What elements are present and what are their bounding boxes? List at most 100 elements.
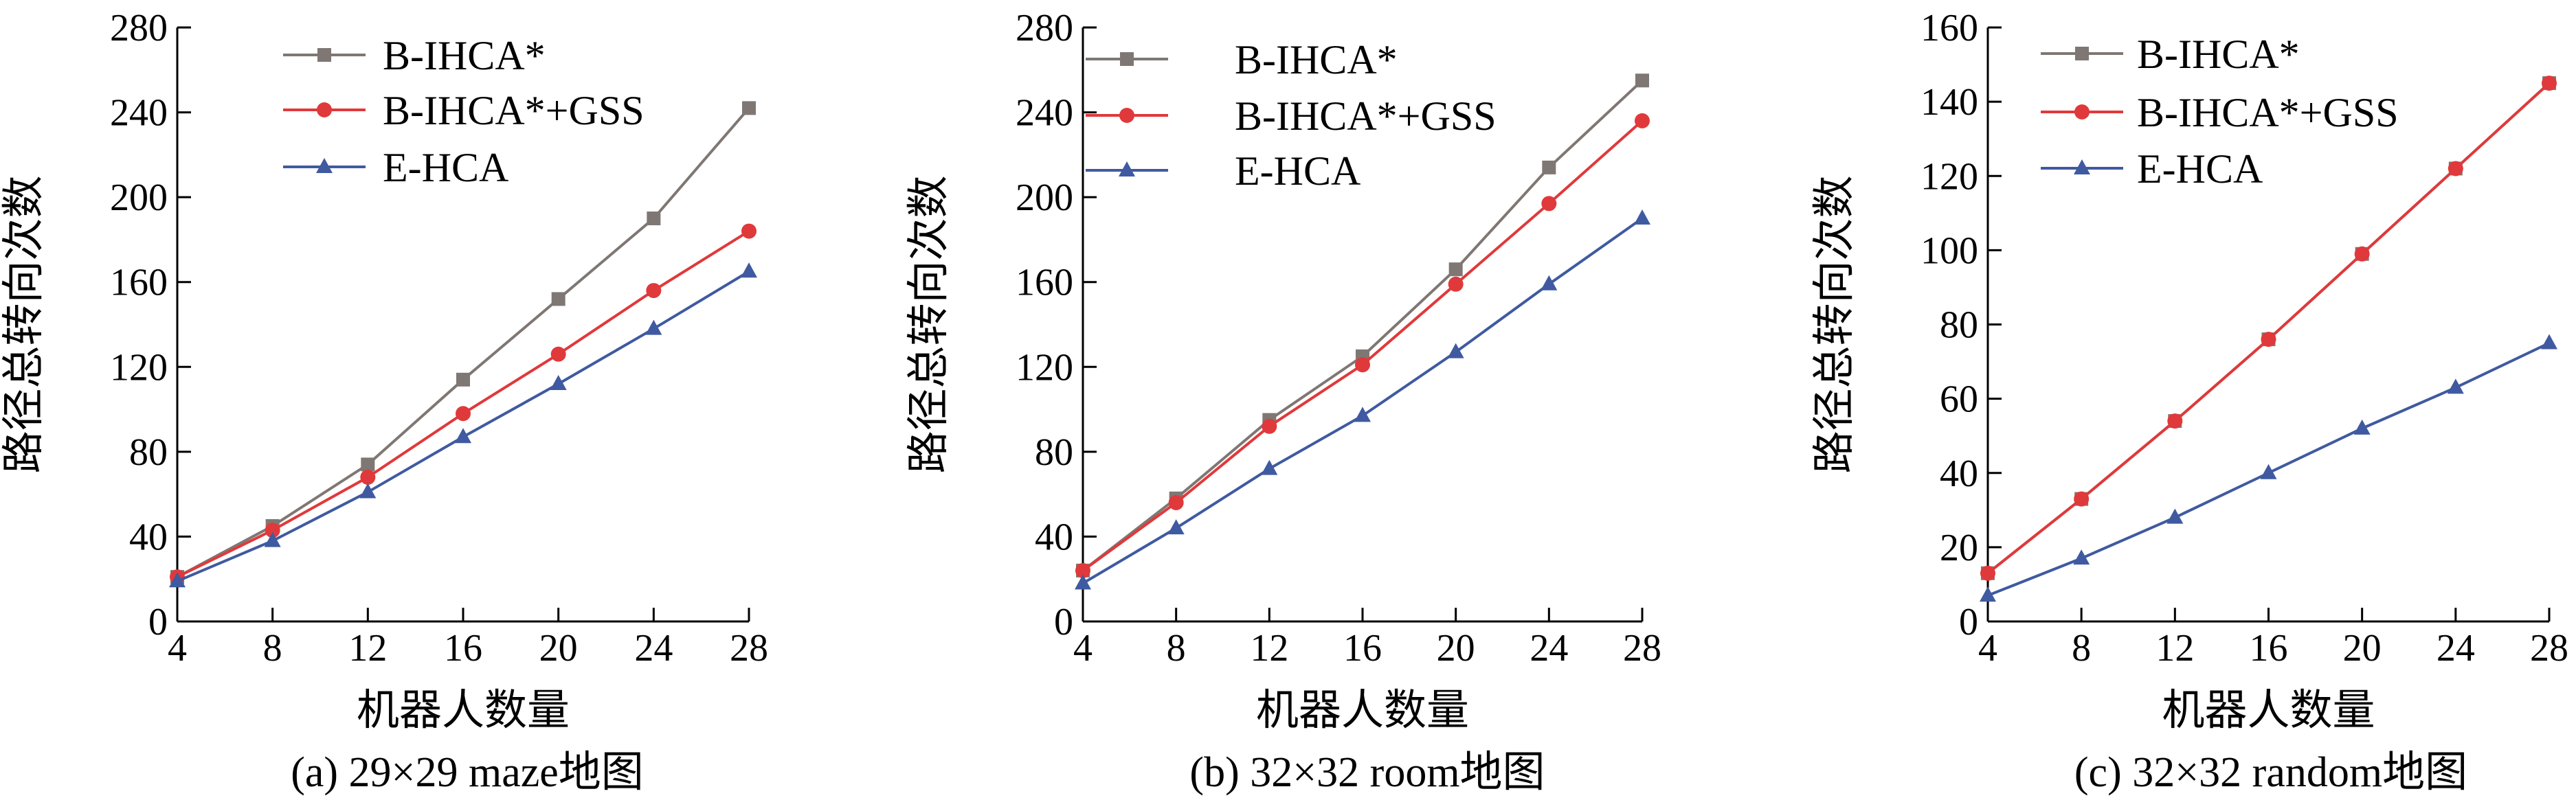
x-tick-label: 16	[444, 627, 482, 670]
data-point-marker	[361, 457, 375, 472]
x-tick-label: 8	[2072, 627, 2091, 670]
data-point-marker	[1168, 495, 1184, 510]
y-tick-label: 40	[1035, 516, 1073, 558]
data-point-marker	[2542, 76, 2557, 91]
legend-label: E-HCA	[383, 145, 508, 190]
legend-marker	[1119, 161, 1135, 176]
data-point-marker	[1167, 519, 1185, 535]
y-tick-label: 0	[148, 601, 168, 643]
y-tick-label: 0	[1959, 601, 1978, 643]
data-point-marker	[264, 532, 281, 547]
x-tick-label: 4	[1073, 627, 1093, 670]
legend-label: E-HCA	[1235, 148, 1360, 194]
data-point-marker	[2074, 491, 2090, 507]
y-tick-label: 200	[110, 176, 168, 219]
y-axis-title: 路径总转向次数	[1811, 175, 1858, 473]
data-point-marker	[741, 223, 757, 239]
data-point-marker	[550, 375, 567, 390]
y-tick-label: 40	[129, 516, 168, 558]
data-point-marker	[550, 346, 566, 362]
x-tick-label: 28	[2530, 627, 2568, 670]
chart-caption: (b) 32×32 room地图	[1189, 749, 1545, 796]
data-point-marker	[1635, 73, 1649, 88]
x-axis-title: 机器人数量	[1256, 687, 1469, 734]
data-point-marker	[646, 283, 662, 299]
legend-marker	[1120, 52, 1134, 66]
y-tick-label: 160	[110, 262, 168, 304]
data-point-marker	[741, 262, 757, 278]
data-point-marker	[551, 292, 565, 306]
y-tick-label: 120	[1920, 155, 1978, 198]
y-tick-label: 200	[1016, 176, 1073, 219]
data-point-marker	[1354, 407, 1371, 422]
legend-marker	[316, 158, 333, 173]
data-point-marker	[645, 319, 662, 335]
x-tick-label: 28	[1623, 627, 1661, 670]
y-tick-label: 100	[1920, 229, 1978, 272]
x-tick-label: 20	[2343, 627, 2382, 670]
y-tick-label: 280	[1016, 7, 1073, 49]
data-point-marker	[1075, 574, 1091, 590]
legend-marker	[1119, 108, 1134, 123]
data-point-marker	[1447, 343, 1464, 358]
data-point-marker	[455, 428, 471, 444]
data-point-marker	[1262, 418, 1277, 434]
chart-caption: (a) 29×29 maze地图	[291, 749, 644, 796]
data-point-marker	[1634, 209, 1650, 225]
x-tick-label: 16	[1343, 627, 1382, 670]
y-tick-label: 140	[1920, 81, 1978, 124]
y-tick-label: 240	[1016, 92, 1073, 135]
chart-caption: (c) 32×32 random地图	[2074, 749, 2467, 796]
legend-marker	[317, 102, 332, 117]
y-tick-label: 240	[110, 92, 168, 135]
x-tick-label: 12	[1250, 627, 1288, 670]
y-tick-label: 20	[1940, 527, 1978, 569]
x-tick-label: 24	[1530, 627, 1568, 670]
y-axis-title: 路径总转向次数	[1, 175, 47, 473]
series-line	[1986, 82, 2551, 575]
y-tick-label: 80	[1940, 304, 1978, 347]
data-point-marker	[1075, 562, 1090, 578]
data-point-marker	[1635, 113, 1650, 128]
x-tick-label: 8	[263, 627, 282, 670]
data-point-marker	[359, 483, 377, 499]
series-line	[177, 229, 750, 578]
legend-marker	[2075, 47, 2089, 60]
data-point-marker	[2353, 419, 2371, 435]
data-point-marker	[2448, 161, 2463, 176]
data-point-marker	[1448, 276, 1464, 292]
legend-label: B-IHCA*+GSS	[1235, 93, 1497, 139]
data-point-marker	[1541, 196, 1557, 212]
legend-marker	[2074, 159, 2090, 174]
legend-marker	[317, 48, 331, 62]
data-point-marker	[1448, 262, 1463, 277]
y-tick-label: 40	[1940, 453, 1978, 495]
x-tick-label: 24	[2437, 627, 2475, 670]
series-line	[1082, 79, 1644, 572]
chart-panel-c: 0 20 40 60 80 100 120 140 160 4 8 12 16 20 24 28 机器人数量 路径…	[1811, 7, 2568, 796]
y-tick-label: 280	[110, 7, 168, 49]
data-point-marker	[2354, 246, 2370, 262]
series-line	[1082, 217, 1644, 585]
y-tick-label: 120	[110, 346, 168, 389]
data-point-marker	[2261, 332, 2276, 347]
x-axis-title: 机器人数量	[2162, 687, 2375, 734]
y-tick-label: 160	[1920, 7, 1978, 49]
legend-label: B-IHCA*	[1235, 37, 1398, 82]
x-tick-label: 16	[2250, 627, 2288, 670]
data-point-marker	[2166, 508, 2184, 524]
data-point-marker	[1980, 586, 1996, 602]
y-tick-label: 160	[1016, 262, 1073, 304]
data-point-marker	[360, 469, 376, 485]
x-tick-label: 8	[1167, 627, 1186, 670]
data-point-marker	[2073, 549, 2090, 565]
x-tick-label: 24	[634, 627, 673, 670]
data-point-marker	[2260, 464, 2277, 479]
y-tick-label: 120	[1016, 346, 1073, 389]
x-tick-label: 20	[1437, 627, 1475, 670]
x-tick-label: 12	[2155, 627, 2194, 670]
data-point-marker	[2541, 334, 2557, 350]
data-point-marker	[169, 572, 186, 588]
chart-panel-a: 0 40 80 120 160 200 240 280 4 8 12 16 20 24 28 机器人数量 路径总…	[1, 7, 768, 796]
legend-label: B-IHCA*+GSS	[2137, 90, 2399, 135]
